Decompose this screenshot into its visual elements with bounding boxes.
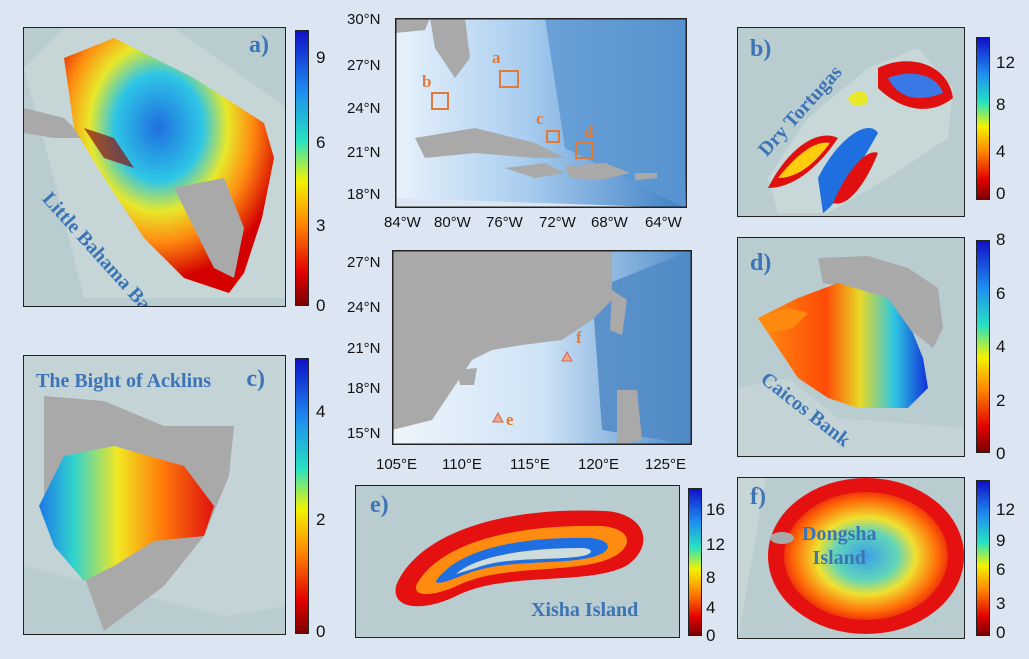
panel-label: f) bbox=[750, 484, 766, 510]
panel-label: d) bbox=[750, 250, 772, 276]
region-title: Dongsha Island bbox=[802, 523, 877, 569]
tick: 4 bbox=[996, 142, 1006, 161]
study-box-d bbox=[575, 142, 593, 159]
tick: 8 bbox=[706, 568, 716, 587]
panel-d-map bbox=[738, 256, 964, 456]
south-china-sea-map: f e bbox=[390, 248, 694, 447]
region-title: Xisha Island bbox=[531, 599, 639, 621]
caribbean-map: a b c d bbox=[393, 16, 689, 210]
tick: 6 bbox=[996, 284, 1006, 303]
panel-label: a) bbox=[249, 32, 269, 58]
lon-label: 76°W bbox=[486, 214, 523, 231]
lon-label: 84°W bbox=[384, 214, 421, 231]
panel-label: b) bbox=[750, 36, 772, 62]
lat-label: 27°N bbox=[347, 57, 381, 74]
colorbar-c bbox=[295, 358, 309, 634]
tick: 4 bbox=[996, 337, 1006, 356]
lon-label: 68°W bbox=[591, 214, 628, 231]
tick: 0 bbox=[996, 623, 1006, 642]
marker-a: a bbox=[492, 48, 501, 67]
study-box-c bbox=[546, 130, 560, 143]
tick: 9 bbox=[316, 48, 326, 67]
lat-label: 21°N bbox=[347, 340, 381, 357]
panel-a-map bbox=[24, 28, 285, 298]
colorbar-d bbox=[976, 240, 990, 453]
marker-d: d bbox=[584, 122, 594, 141]
tick: 12 bbox=[706, 535, 725, 554]
tick: 6 bbox=[316, 133, 326, 152]
lat-label: 18°N bbox=[347, 380, 381, 397]
lat-label: 24°N bbox=[347, 299, 381, 316]
panel-e-map bbox=[395, 510, 644, 607]
caribbean-map-canvas bbox=[393, 16, 689, 210]
tick: 8 bbox=[996, 95, 1006, 114]
panel-e: e) Xisha Island bbox=[355, 485, 680, 638]
panel-a: a) Little Bahama Bank bbox=[23, 27, 286, 307]
study-box-b bbox=[431, 92, 449, 110]
tick: 0 bbox=[996, 444, 1006, 463]
colorbar-a bbox=[295, 30, 309, 306]
colorbar-b bbox=[976, 37, 990, 200]
lon-label: 72°W bbox=[539, 214, 576, 231]
lon-label: 125°E bbox=[645, 456, 687, 473]
panel-b: b) Dry Tortugas bbox=[737, 27, 965, 217]
tick: 16 bbox=[706, 500, 725, 519]
marker-b: b bbox=[422, 72, 432, 91]
tick: 2 bbox=[996, 391, 1006, 410]
tick: 9 bbox=[996, 531, 1006, 550]
tick: 0 bbox=[316, 296, 326, 315]
tick: 3 bbox=[316, 216, 326, 235]
panel-f: f) Dongsha Island bbox=[737, 477, 965, 639]
panel-label: c) bbox=[246, 366, 265, 392]
panel-d: d) Caicos Bank bbox=[737, 237, 965, 457]
lat-label: 30°N bbox=[347, 11, 381, 28]
tick: 0 bbox=[706, 626, 716, 645]
panel-c: c) The Bight of Acklins bbox=[23, 355, 286, 635]
tick: 2 bbox=[316, 510, 326, 529]
lat-label: 18°N bbox=[347, 186, 381, 203]
lat-label: 24°N bbox=[347, 100, 381, 117]
tick: 12 bbox=[996, 500, 1015, 519]
lon-label: 64°W bbox=[645, 214, 682, 231]
tick: 4 bbox=[706, 598, 716, 617]
lon-label: 120°E bbox=[578, 456, 620, 473]
marker-c: c bbox=[536, 109, 544, 128]
study-box-a bbox=[499, 70, 519, 88]
markers-layer bbox=[492, 350, 573, 423]
lon-label: 80°W bbox=[434, 214, 471, 231]
marker-f: f bbox=[576, 328, 582, 347]
tick: 12 bbox=[996, 53, 1015, 72]
lon-label: 105°E bbox=[376, 456, 418, 473]
colorbar-f bbox=[976, 480, 990, 636]
panel-c-map bbox=[24, 356, 285, 631]
tick: 0 bbox=[316, 622, 326, 641]
panel-label: e) bbox=[370, 492, 389, 518]
panel-b-map bbox=[768, 48, 953, 213]
panel-f-map bbox=[738, 478, 964, 638]
tick: 0 bbox=[996, 184, 1006, 203]
lon-label: 115°E bbox=[510, 456, 550, 473]
scs-map-canvas bbox=[390, 248, 694, 447]
marker-e: e bbox=[506, 410, 514, 429]
region-title: The Bight of Acklins bbox=[36, 370, 212, 392]
lat-label: 21°N bbox=[347, 144, 381, 161]
tick: 3 bbox=[996, 594, 1006, 613]
lat-label: 15°N bbox=[347, 425, 381, 442]
tick: 6 bbox=[996, 560, 1006, 579]
lon-label: 110°E bbox=[442, 456, 482, 473]
lat-label: 27°N bbox=[347, 254, 381, 271]
tick: 8 bbox=[996, 230, 1006, 249]
tick: 4 bbox=[316, 402, 326, 421]
colorbar-e bbox=[688, 488, 702, 636]
